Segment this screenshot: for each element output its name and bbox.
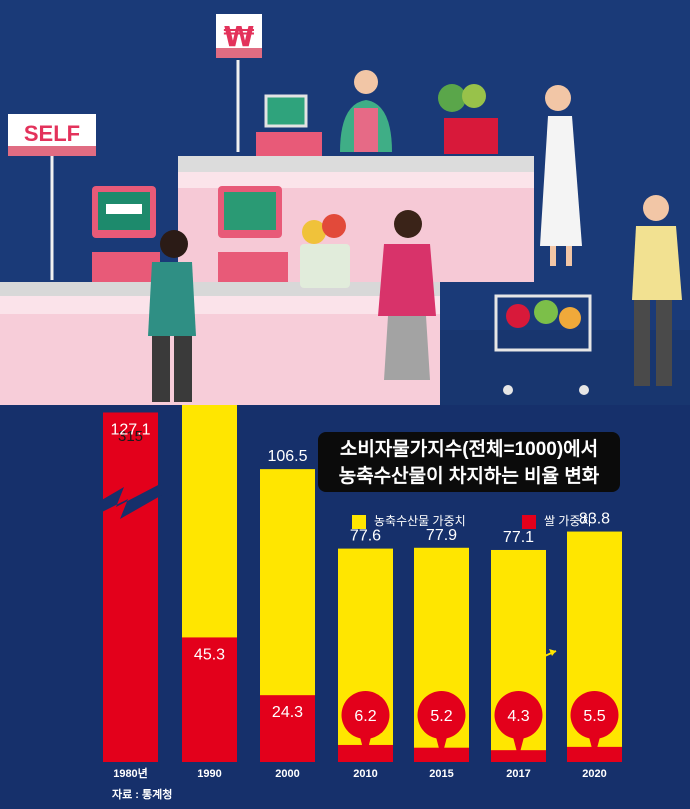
category-label-3: 2010 (353, 768, 377, 780)
category-label-6: 2020 (582, 768, 606, 780)
kiosk-middle (218, 186, 288, 282)
label-rice-3: 6.2 (354, 708, 376, 725)
source-note: 자료 : 통계청 (112, 789, 173, 801)
bar-rice-1 (182, 637, 237, 762)
label-total-2: 106.5 (267, 448, 307, 465)
chart-title-line-1: 소비자물가지수(전체=1000)에서 (339, 439, 599, 460)
label-rice-1: 45.3 (194, 646, 225, 663)
axis-break-mark (100, 483, 162, 519)
supermarket-checkout-illustration: SELF ₩ (0, 0, 690, 405)
category-label-2: 2000 (275, 768, 299, 780)
callout-rice-5 (494, 691, 543, 739)
legend-red: 쌀 가중치 (522, 512, 592, 530)
category-label-1: 1990 (197, 768, 221, 780)
legend-red-label: 쌀 가중치 (544, 514, 592, 528)
shopper-white-dress (540, 85, 582, 266)
label-total-4: 77.9 (426, 527, 457, 544)
callout-tail-6 (588, 735, 601, 758)
won-sign: ₩ (216, 14, 262, 152)
self-sign-text: SELF (24, 121, 80, 146)
bar-rice-0 (103, 412, 158, 762)
bar-rice-2 (260, 695, 315, 762)
grocery-basket (438, 84, 498, 154)
shopper-teal-jacket (148, 230, 196, 402)
label-rice-4: 5.2 (430, 708, 452, 725)
callout-rice-4 (417, 691, 466, 739)
shopping-cart (494, 294, 592, 395)
kiosk-left (92, 186, 160, 282)
callout-tail-4 (435, 735, 448, 758)
category-label-0: 1980년 (113, 766, 148, 780)
callout-rice-6 (570, 691, 619, 739)
label-total-0: 315 (118, 428, 143, 445)
chart-title-box: 소비자물가지수(전체=1000)에서 농축수산물이 차지하는 비율 변화 (318, 432, 620, 492)
category-label-5: 2017 (506, 768, 530, 780)
label-rice-6: 5.5 (583, 708, 605, 725)
legend-yellow-swatch (352, 514, 366, 529)
label-rice-2: 24.3 (272, 704, 303, 721)
callout-tail-5 (512, 735, 525, 758)
label-total-5: 77.1 (503, 529, 534, 546)
legend-red-swatch (522, 514, 536, 529)
label-total-3: 77.6 (350, 528, 381, 545)
label-rice-5: 4.3 (507, 708, 529, 725)
grocery-bag (300, 214, 350, 288)
label-rice-0: 127.1 (110, 421, 150, 438)
chart-title-line-2: 농축수산물이 차지하는 비율 변화 (338, 466, 600, 487)
cashier-figure (340, 70, 392, 152)
legend-yellow-label: 농축수산물 가중치 (374, 514, 466, 528)
callout-rice-3 (341, 691, 390, 739)
weight-bar-chart: 315127.11980년189.545.31990106.524.320007… (100, 405, 622, 780)
callout-tail-3 (359, 735, 372, 758)
won-sign-text: ₩ (224, 20, 255, 53)
legend-yellow: 농축수산물 가중치 (352, 512, 466, 530)
increase-arrow-head (549, 649, 556, 656)
label-total-6: 83.8 (579, 511, 610, 528)
self-sign: SELF (8, 114, 96, 280)
category-label-4: 2015 (429, 768, 453, 780)
shopper-yellow-shirt (632, 195, 682, 386)
shopper-pink-jacket (378, 210, 436, 380)
